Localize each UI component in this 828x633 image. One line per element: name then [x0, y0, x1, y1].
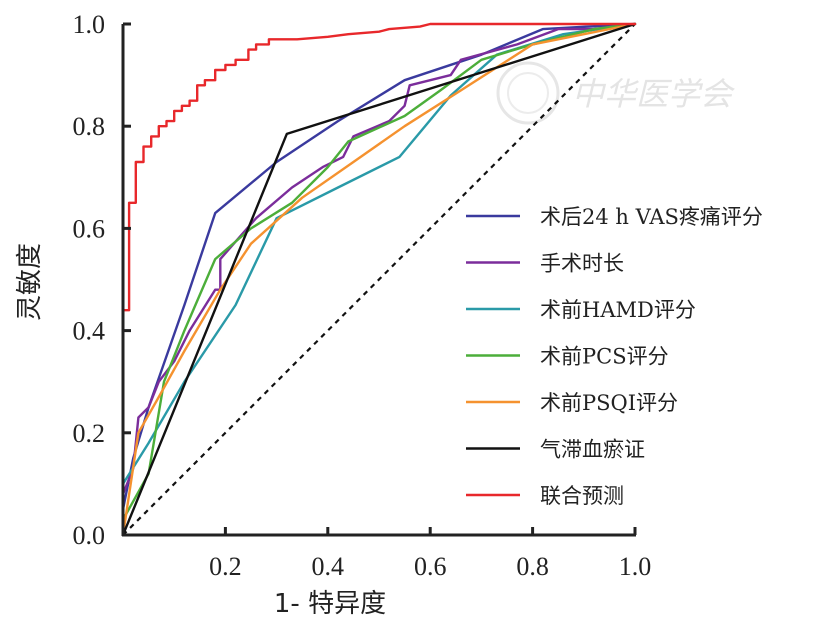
reference-diagonal-line [122, 23, 636, 536]
x-tick-label: 0.8 [516, 552, 549, 581]
y-tick-label: 0.6 [73, 214, 106, 243]
watermark: 中华医学会 [496, 61, 735, 125]
y-tick-label: 0.0 [73, 521, 106, 550]
y-tick-label: 0.4 [73, 317, 106, 346]
legend-item: 手术时长 [466, 252, 624, 276]
series-line-3 [121, 22, 637, 521]
x-tick-label: 0.4 [312, 552, 345, 581]
x-axis-title: 1- 特异度 [274, 589, 386, 619]
axes [121, 24, 636, 537]
legend-label: 气滞血瘀证 [540, 438, 645, 462]
x-tick-label: 0.6 [414, 552, 447, 581]
series-line-5 [121, 22, 637, 537]
y-tick-label: 0.8 [73, 112, 106, 141]
legend-label: 术前HAMD评分 [540, 298, 696, 322]
legend-item: 术前HAMD评分 [466, 298, 696, 322]
x-tick-label: 0.2 [209, 552, 242, 581]
watermark-emblem-icon [496, 61, 560, 125]
legend-label: 联合预测 [540, 484, 624, 508]
watermark-emblem-inner-icon [507, 72, 549, 114]
legend: 术后24 h VAS疼痛评分手术时长术前HAMD评分术前PCS评分术前PSQI评… [466, 205, 763, 508]
legend-label: 术前PSQI评分 [540, 391, 678, 415]
watermark-text: 中华医学会 [572, 75, 735, 113]
legend-item: 气滞血瘀证 [466, 438, 645, 462]
legend-item: 联合预测 [466, 484, 624, 508]
series-line-4 [121, 22, 637, 537]
legend-item: 术后24 h VAS疼痛评分 [466, 205, 763, 229]
legend-label: 术前PCS评分 [540, 345, 669, 369]
series-line-1 [121, 22, 637, 496]
legend-item: 术前PCS评分 [466, 345, 669, 369]
x-tick-label: 1.0 [619, 552, 652, 581]
y-tick-label: 1.0 [73, 10, 106, 39]
legend-label: 术后24 h VAS疼痛评分 [540, 205, 763, 229]
series-line-6 [121, 22, 637, 537]
legend-item: 术前PSQI评分 [466, 391, 678, 415]
y-axis-title: 灵敏度 [15, 243, 45, 321]
y-tick-label: 0.2 [73, 419, 106, 448]
legend-label: 手术时长 [540, 252, 624, 276]
